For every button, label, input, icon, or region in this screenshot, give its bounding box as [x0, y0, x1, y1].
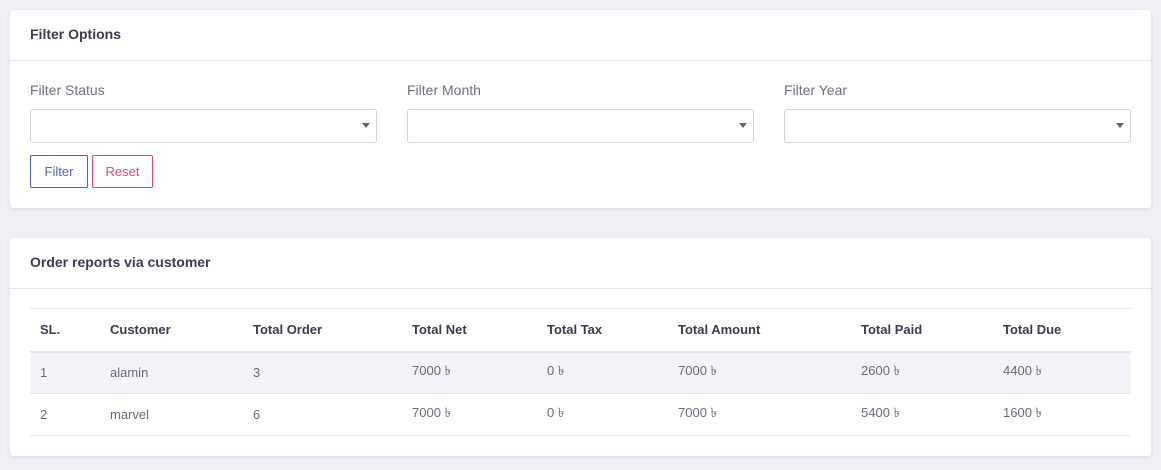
filter-month-select[interactable] — [407, 109, 754, 143]
table-header-row: SL. Customer Total Order Total Net Total… — [30, 308, 1131, 352]
chevron-down-icon — [1116, 123, 1124, 128]
column-header-total-paid: Total Paid — [861, 322, 923, 338]
order-report-card: Order reports via customer SL. Customer … — [10, 238, 1151, 456]
cell-total-tax: 0 ৳ — [547, 405, 565, 420]
column-header-total-tax: Total Tax — [547, 322, 603, 338]
column-header-total-due: Total Due — [1003, 322, 1062, 338]
column-header-customer: Customer — [110, 322, 171, 338]
filter-options-title: Filter Options — [10, 10, 1151, 61]
column-header-total-order: Total Order — [253, 322, 323, 338]
column-header-total-amount: Total Amount — [678, 322, 761, 338]
filter-options-card: Filter Options Filter Status Filter Mont… — [10, 10, 1151, 208]
table-row: 2 marvel 6 7000 ৳ 0 ৳ 7000 ৳ 5400 ৳ 1600… — [30, 394, 1131, 436]
cell-total-amount: 7000 ৳ — [678, 405, 718, 420]
cell-total-paid: 2600 ৳ — [861, 363, 901, 379]
cell-total-due: 4400 ৳ — [1003, 363, 1043, 379]
filter-status-select[interactable] — [30, 109, 377, 143]
cell-sl: 1 — [40, 365, 48, 381]
column-header-sl: SL. — [40, 322, 61, 338]
cell-total-net: 7000 ৳ — [412, 405, 452, 420]
order-report-title: Order reports via customer — [10, 238, 1151, 289]
cell-total-paid: 5400 ৳ — [861, 405, 901, 420]
cell-customer: alamin — [110, 365, 149, 381]
cell-total-net: 7000 ৳ — [412, 363, 452, 379]
filter-status-group: Filter Status — [30, 82, 377, 143]
report-table-container: SL. Customer Total Order Total Net Total… — [10, 289, 1151, 436]
table-row: 1 alamin 3 7000 ৳ 0 ৳ 7000 ৳ 2600 ৳ 4400… — [30, 351, 1131, 394]
filter-year-select[interactable] — [784, 109, 1131, 143]
cell-total-tax: 0 ৳ — [547, 363, 565, 379]
filter-year-group: Filter Year — [784, 82, 1131, 143]
chevron-down-icon — [739, 123, 747, 128]
cell-total-amount: 7000 ৳ — [678, 363, 718, 379]
filter-month-label: Filter Month — [407, 82, 481, 98]
reset-button[interactable]: Reset — [92, 155, 153, 188]
filter-month-group: Filter Month — [407, 82, 754, 143]
cell-total-order: 6 — [253, 407, 261, 422]
cell-total-order: 3 — [253, 365, 261, 381]
order-report-table: SL. Customer Total Order Total Net Total… — [30, 308, 1131, 436]
cell-total-due: 1600 ৳ — [1003, 405, 1043, 420]
chevron-down-icon — [362, 123, 370, 128]
column-header-total-net: Total Net — [412, 322, 467, 338]
cell-customer: marvel — [110, 407, 150, 422]
filter-status-label: Filter Status — [30, 82, 105, 98]
cell-sl: 2 — [40, 407, 48, 422]
filter-button[interactable]: Filter — [30, 155, 88, 188]
filter-year-label: Filter Year — [784, 82, 848, 98]
